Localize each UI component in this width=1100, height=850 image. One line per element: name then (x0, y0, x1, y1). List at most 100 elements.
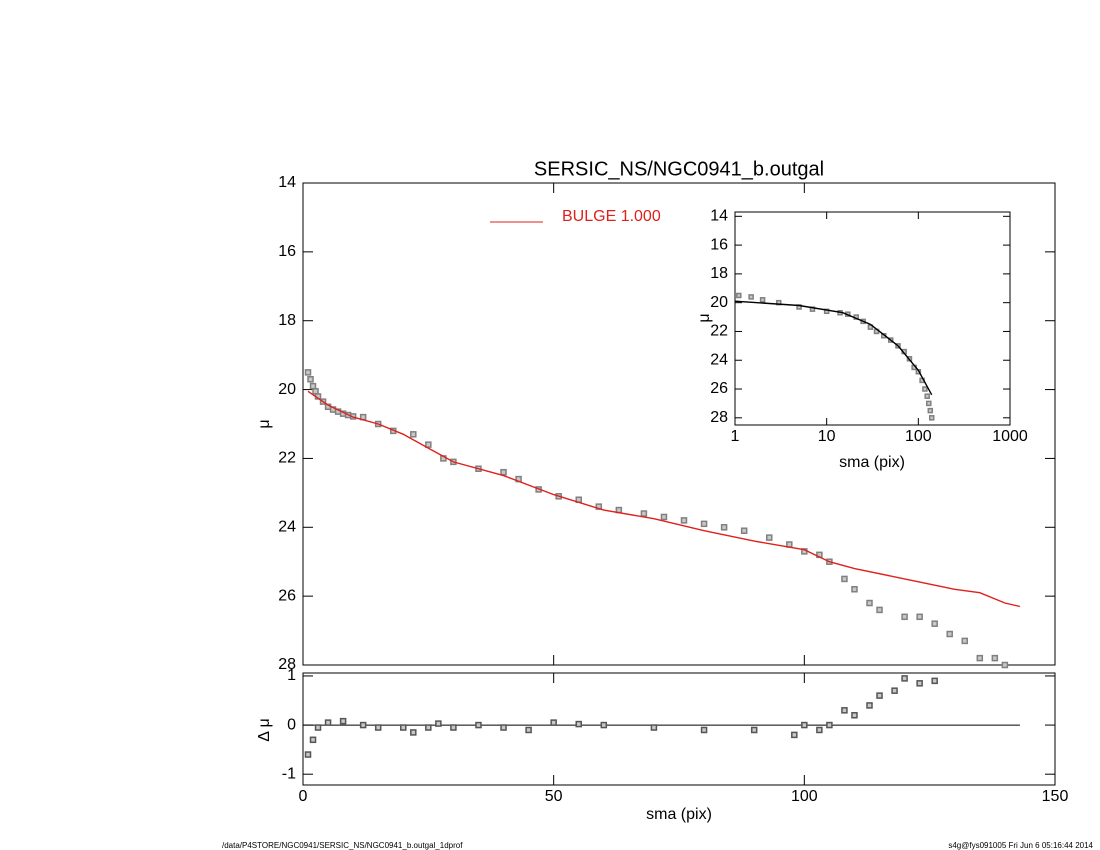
data-point (891, 687, 898, 694)
legend-label: BULGE 1.000 (562, 208, 661, 225)
y-tick-label: 16 (278, 243, 296, 260)
model-line (307, 390, 1021, 608)
data-point (851, 586, 858, 593)
data-point (307, 375, 314, 383)
x-tick-label: 50 (545, 788, 563, 805)
footer-left: /data/P4STORE/NGC0941/SERSIC_NS/NGC0941_… (222, 841, 463, 850)
data-point (961, 637, 969, 645)
y-tick-label: 0 (287, 716, 296, 733)
x-axis-label: sma (pix) (646, 806, 712, 823)
y-tick-label: -1 (282, 765, 296, 782)
data-point (916, 680, 923, 687)
data-point (314, 724, 322, 731)
data-point (600, 721, 608, 729)
data-point (876, 692, 883, 699)
data-point (740, 527, 748, 534)
data-point (823, 308, 830, 315)
data-point (924, 393, 930, 399)
data-point (475, 721, 482, 729)
y-tick-label: 28 (278, 656, 296, 673)
data-point (976, 654, 984, 662)
y-tick-label: 24 (278, 519, 296, 536)
data-point (309, 382, 317, 390)
data-point (359, 721, 367, 729)
data-point (826, 721, 833, 729)
data-point (374, 724, 382, 731)
x-tick-label: 150 (1042, 788, 1069, 805)
data-point (550, 719, 557, 726)
data-point (916, 613, 923, 621)
y-tick-label: 20 (278, 381, 296, 398)
y-tick-label: 18 (278, 312, 296, 329)
data-point (931, 620, 938, 627)
data-point (866, 599, 873, 607)
data-point (660, 513, 668, 521)
y-axis-label: Δ μ (256, 718, 273, 741)
y-tick-label: 16 (710, 236, 728, 253)
data-point (525, 726, 532, 734)
data-point (339, 717, 347, 725)
y-tick-label: 14 (278, 174, 296, 191)
data-point (901, 613, 908, 621)
data-point (425, 724, 432, 731)
data-point (841, 707, 848, 714)
plot-frame (734, 211, 1011, 426)
data-point (946, 630, 953, 638)
chart-title: SERSIC_NS/NGC0941_b.outgal (534, 158, 824, 180)
x-tick-label: 1000 (992, 428, 1028, 445)
data-point (791, 731, 798, 739)
x-tick-label: 100 (905, 428, 932, 445)
data-point (640, 510, 648, 517)
data-point (736, 292, 742, 299)
data-point (816, 726, 823, 734)
x-axis-label: sma (pix) (839, 454, 905, 471)
footer-right: s4g@fys091005 Fri Jun 6 05:16:44 2014 (948, 841, 1093, 850)
data-point (700, 520, 708, 528)
data-point (876, 606, 883, 614)
data-point (991, 654, 999, 662)
model-line (734, 300, 933, 396)
plot-frame (302, 182, 1056, 666)
data-point (750, 726, 758, 734)
data-point (575, 720, 582, 728)
data-point (926, 400, 932, 407)
y-tick-label: 24 (710, 351, 728, 368)
y-tick-label: 14 (710, 208, 728, 225)
data-point (759, 297, 766, 303)
y-tick-label: 22 (710, 323, 728, 340)
data-point (931, 677, 938, 685)
data-point (1001, 661, 1009, 669)
data-point (927, 407, 934, 414)
data-point (841, 575, 848, 583)
data-point (680, 517, 688, 524)
data-point (435, 720, 442, 727)
data-point (700, 726, 708, 734)
data-point (866, 702, 873, 709)
data-point (500, 468, 507, 476)
data-point (324, 719, 332, 726)
y-tick-label: 1 (287, 667, 296, 684)
y-tick-label: 18 (710, 265, 728, 282)
data-point (720, 524, 728, 531)
data-point (650, 724, 658, 731)
data-point (901, 675, 908, 682)
y-tick-label: 26 (710, 380, 728, 397)
x-tick-label: 10 (818, 428, 836, 445)
y-axis-label: μ (256, 419, 273, 428)
data-point (765, 534, 773, 541)
data-point (801, 721, 808, 729)
data-point (851, 711, 858, 719)
x-tick-label: 100 (791, 788, 818, 805)
x-tick-label: 1 (731, 428, 740, 445)
y-axis-label: μ (696, 313, 713, 322)
data-point (928, 415, 935, 421)
y-tick-label: 26 (278, 587, 296, 604)
data-point (304, 369, 312, 376)
data-point (400, 724, 407, 731)
data-point (304, 751, 312, 758)
data-point (922, 386, 928, 392)
y-tick-label: 20 (710, 294, 728, 311)
x-tick-label: 0 (299, 788, 308, 805)
y-tick-label: 28 (710, 409, 728, 426)
